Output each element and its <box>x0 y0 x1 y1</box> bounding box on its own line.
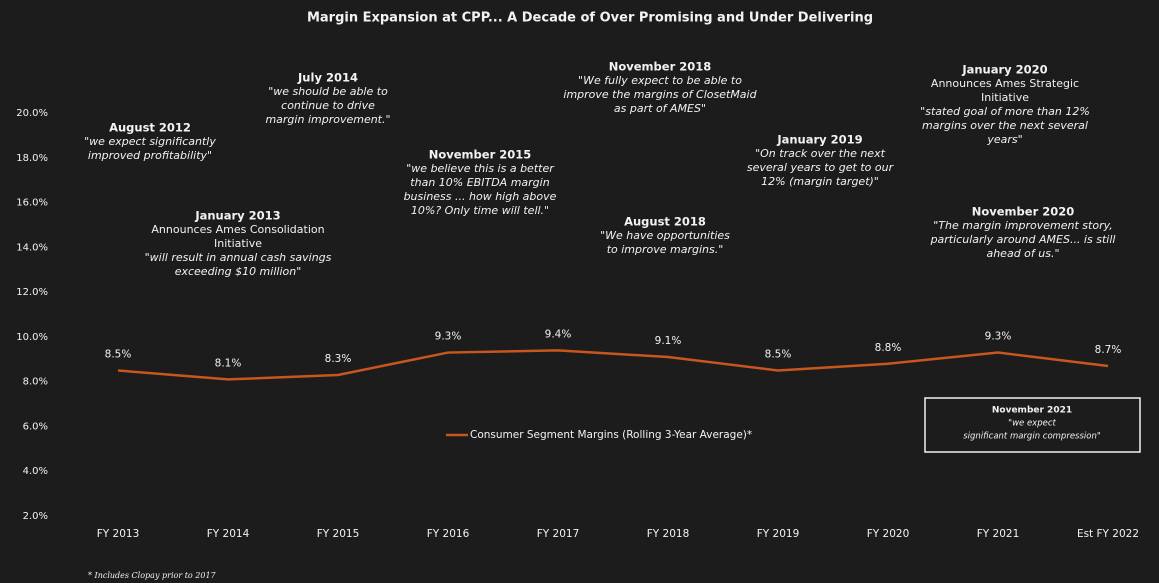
annotation-line: "We fully expect to be able to <box>578 74 742 87</box>
annotation-line: "we expect significantly <box>84 135 216 148</box>
annotation-line: as part of AMES" <box>614 102 706 115</box>
annotation-line: margin improvement." <box>265 113 390 126</box>
annotation-line: Initiative <box>981 91 1029 104</box>
chart-title: Margin Expansion at CPP... A Decade of O… <box>307 11 873 26</box>
annotation-title: January 2020 <box>961 63 1047 77</box>
y-tick-label: 10.0% <box>16 332 48 343</box>
annotation-line: margins over the next several <box>922 119 1088 132</box>
x-tick-label: FY 2018 <box>647 528 690 540</box>
annotation-line: ahead of us." <box>986 247 1059 260</box>
annotation-line: than 10% EBITDA margin <box>410 176 549 189</box>
annotation-line: "We have opportunities <box>600 229 730 242</box>
annotation-line: Initiative <box>214 237 262 250</box>
annotation-line: business ... how high above <box>404 190 557 203</box>
annotation-title: November 2020 <box>972 205 1075 219</box>
annotation-line: "we believe this is a better <box>406 162 555 175</box>
annotation-title: November 2015 <box>429 148 532 162</box>
annotation-title: November 2018 <box>609 60 712 74</box>
x-tick-label: FY 2016 <box>427 528 470 540</box>
annotation-line: "stated goal of more than 12% <box>920 105 1090 118</box>
y-tick-label: 12.0% <box>16 287 48 298</box>
x-tick-label: FY 2020 <box>867 528 910 540</box>
value-label: 9.3% <box>985 331 1012 343</box>
annotation-line: "The margin improvement story, <box>933 219 1113 232</box>
annotation-line: years" <box>986 133 1022 146</box>
annotation-title: November 2021 <box>992 406 1072 416</box>
x-tick-label: FY 2015 <box>317 528 360 540</box>
annotation-line: exceeding $10 million" <box>175 265 302 278</box>
value-label: 8.3% <box>325 353 352 365</box>
annotation-line: "we should be able to <box>268 85 388 98</box>
value-label: 9.3% <box>435 331 462 343</box>
annotation-line: improved profitability" <box>88 149 212 162</box>
y-tick-label: 14.0% <box>16 242 48 253</box>
x-tick-label: FY 2021 <box>977 528 1020 540</box>
y-tick-label: 6.0% <box>23 421 48 432</box>
value-label: 8.7% <box>1095 344 1122 356</box>
line <box>117 349 1109 381</box>
footnote: * Includes Clopay prior to 2017 <box>88 571 217 580</box>
x-tick-label: FY 2019 <box>757 528 800 540</box>
value-label: 9.4% <box>545 328 572 340</box>
annotation-line: to improve margins." <box>607 243 724 256</box>
y-tick-label: 16.0% <box>16 198 48 209</box>
value-label: 8.8% <box>875 342 902 354</box>
annotation-line: Announces Ames Consolidation <box>151 223 324 236</box>
value-label: 9.1% <box>655 335 682 347</box>
value-label: 8.5% <box>105 348 132 360</box>
annotation-line: continue to drive <box>281 99 375 112</box>
x-tick-label: FY 2013 <box>97 528 140 540</box>
annotation-line: particularly around AMES... is still <box>930 233 1116 246</box>
legend-label: Consumer Segment Margins (Rolling 3-Year… <box>470 429 752 441</box>
annotation-line: "On track over the next <box>755 147 886 160</box>
y-tick-label: 4.0% <box>23 466 48 477</box>
y-tick-label: 8.0% <box>23 377 48 388</box>
annotation-line: Announces Ames Strategic <box>931 77 1079 90</box>
x-tick-label: FY 2017 <box>537 528 580 540</box>
annotation-line: improve the margins of ClosetMaid <box>563 88 757 101</box>
y-tick-label: 18.0% <box>16 153 48 164</box>
annotation-title: August 2012 <box>109 121 191 135</box>
x-tick-label: FY 2014 <box>207 528 250 540</box>
annotation-title: August 2018 <box>624 215 706 229</box>
annotation-title: July 2014 <box>297 71 358 85</box>
x-tick-label: Est FY 2022 <box>1077 528 1139 540</box>
callout-box <box>924 397 1141 453</box>
value-label: 8.1% <box>215 357 242 369</box>
y-tick-label: 20.0% <box>16 108 48 119</box>
annotation-line: 12% (margin target)" <box>761 175 879 188</box>
annotation-line: 10%? Only time will tell." <box>411 204 549 217</box>
annotation-title: January 2019 <box>776 133 862 147</box>
y-tick-label: 2.0% <box>23 511 48 522</box>
annotation-line: "will result in annual cash savings <box>145 251 332 264</box>
annotation-line: significant margin compression" <box>963 432 1101 442</box>
annotation-line: "we expect <box>1008 419 1056 429</box>
annotation-line: several years to get to our <box>747 161 895 174</box>
annotation-title: January 2013 <box>194 209 280 223</box>
value-label: 8.5% <box>765 348 792 360</box>
